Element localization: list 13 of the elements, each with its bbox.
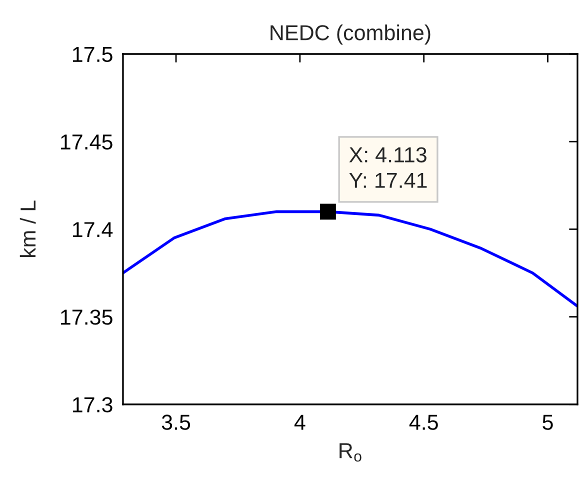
annotation: X: 4.113 Y: 17.41 — [349, 147, 427, 188]
y-tick-label: 17.45 — [61, 134, 112, 150]
x-tick-label: 3.5 — [162, 414, 190, 430]
y-tick-label: 17.3 — [73, 397, 112, 412]
y-axis-title: km / L — [20, 200, 36, 258]
x-tick-label: 4 — [294, 414, 306, 430]
x-axis-title: R$_{o}$ — [340, 443, 362, 462]
y-tick-label: 17.35 — [61, 310, 112, 325]
chart-title: NEDC (combine) — [270, 24, 430, 45]
x-tick-label: 4.5 — [409, 414, 438, 430]
y-tick-label: 17.5 — [73, 47, 112, 62]
x-tick-label: 5 — [542, 414, 553, 430]
y-tick-label: 17.4 — [73, 222, 113, 237]
